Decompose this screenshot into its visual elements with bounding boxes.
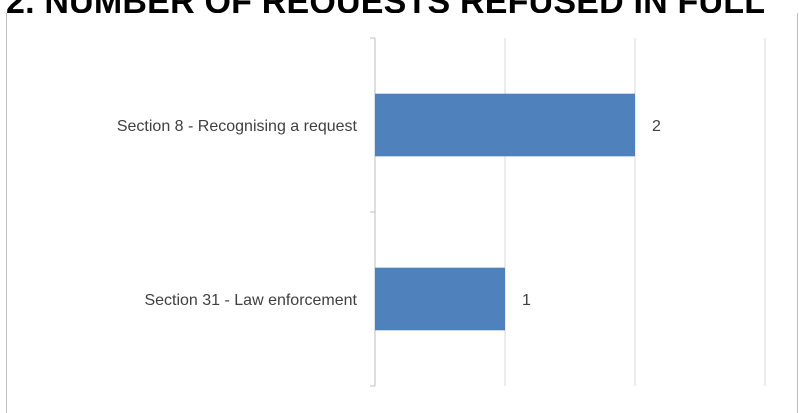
category-label: Section 31 - Law enforcement [144, 292, 357, 309]
category-label: Section 8 - Recognising a request [117, 118, 358, 135]
bar [375, 267, 505, 331]
bar [375, 93, 635, 157]
data-label: 2 [652, 118, 661, 135]
labels: Section 8 - Recognising a request 2 Sectio… [117, 118, 661, 309]
bars [375, 93, 635, 331]
data-label: 1 [522, 292, 531, 309]
gridlines [504, 38, 766, 386]
category-axis [370, 37, 376, 387]
chart-frame [6, 13, 798, 413]
